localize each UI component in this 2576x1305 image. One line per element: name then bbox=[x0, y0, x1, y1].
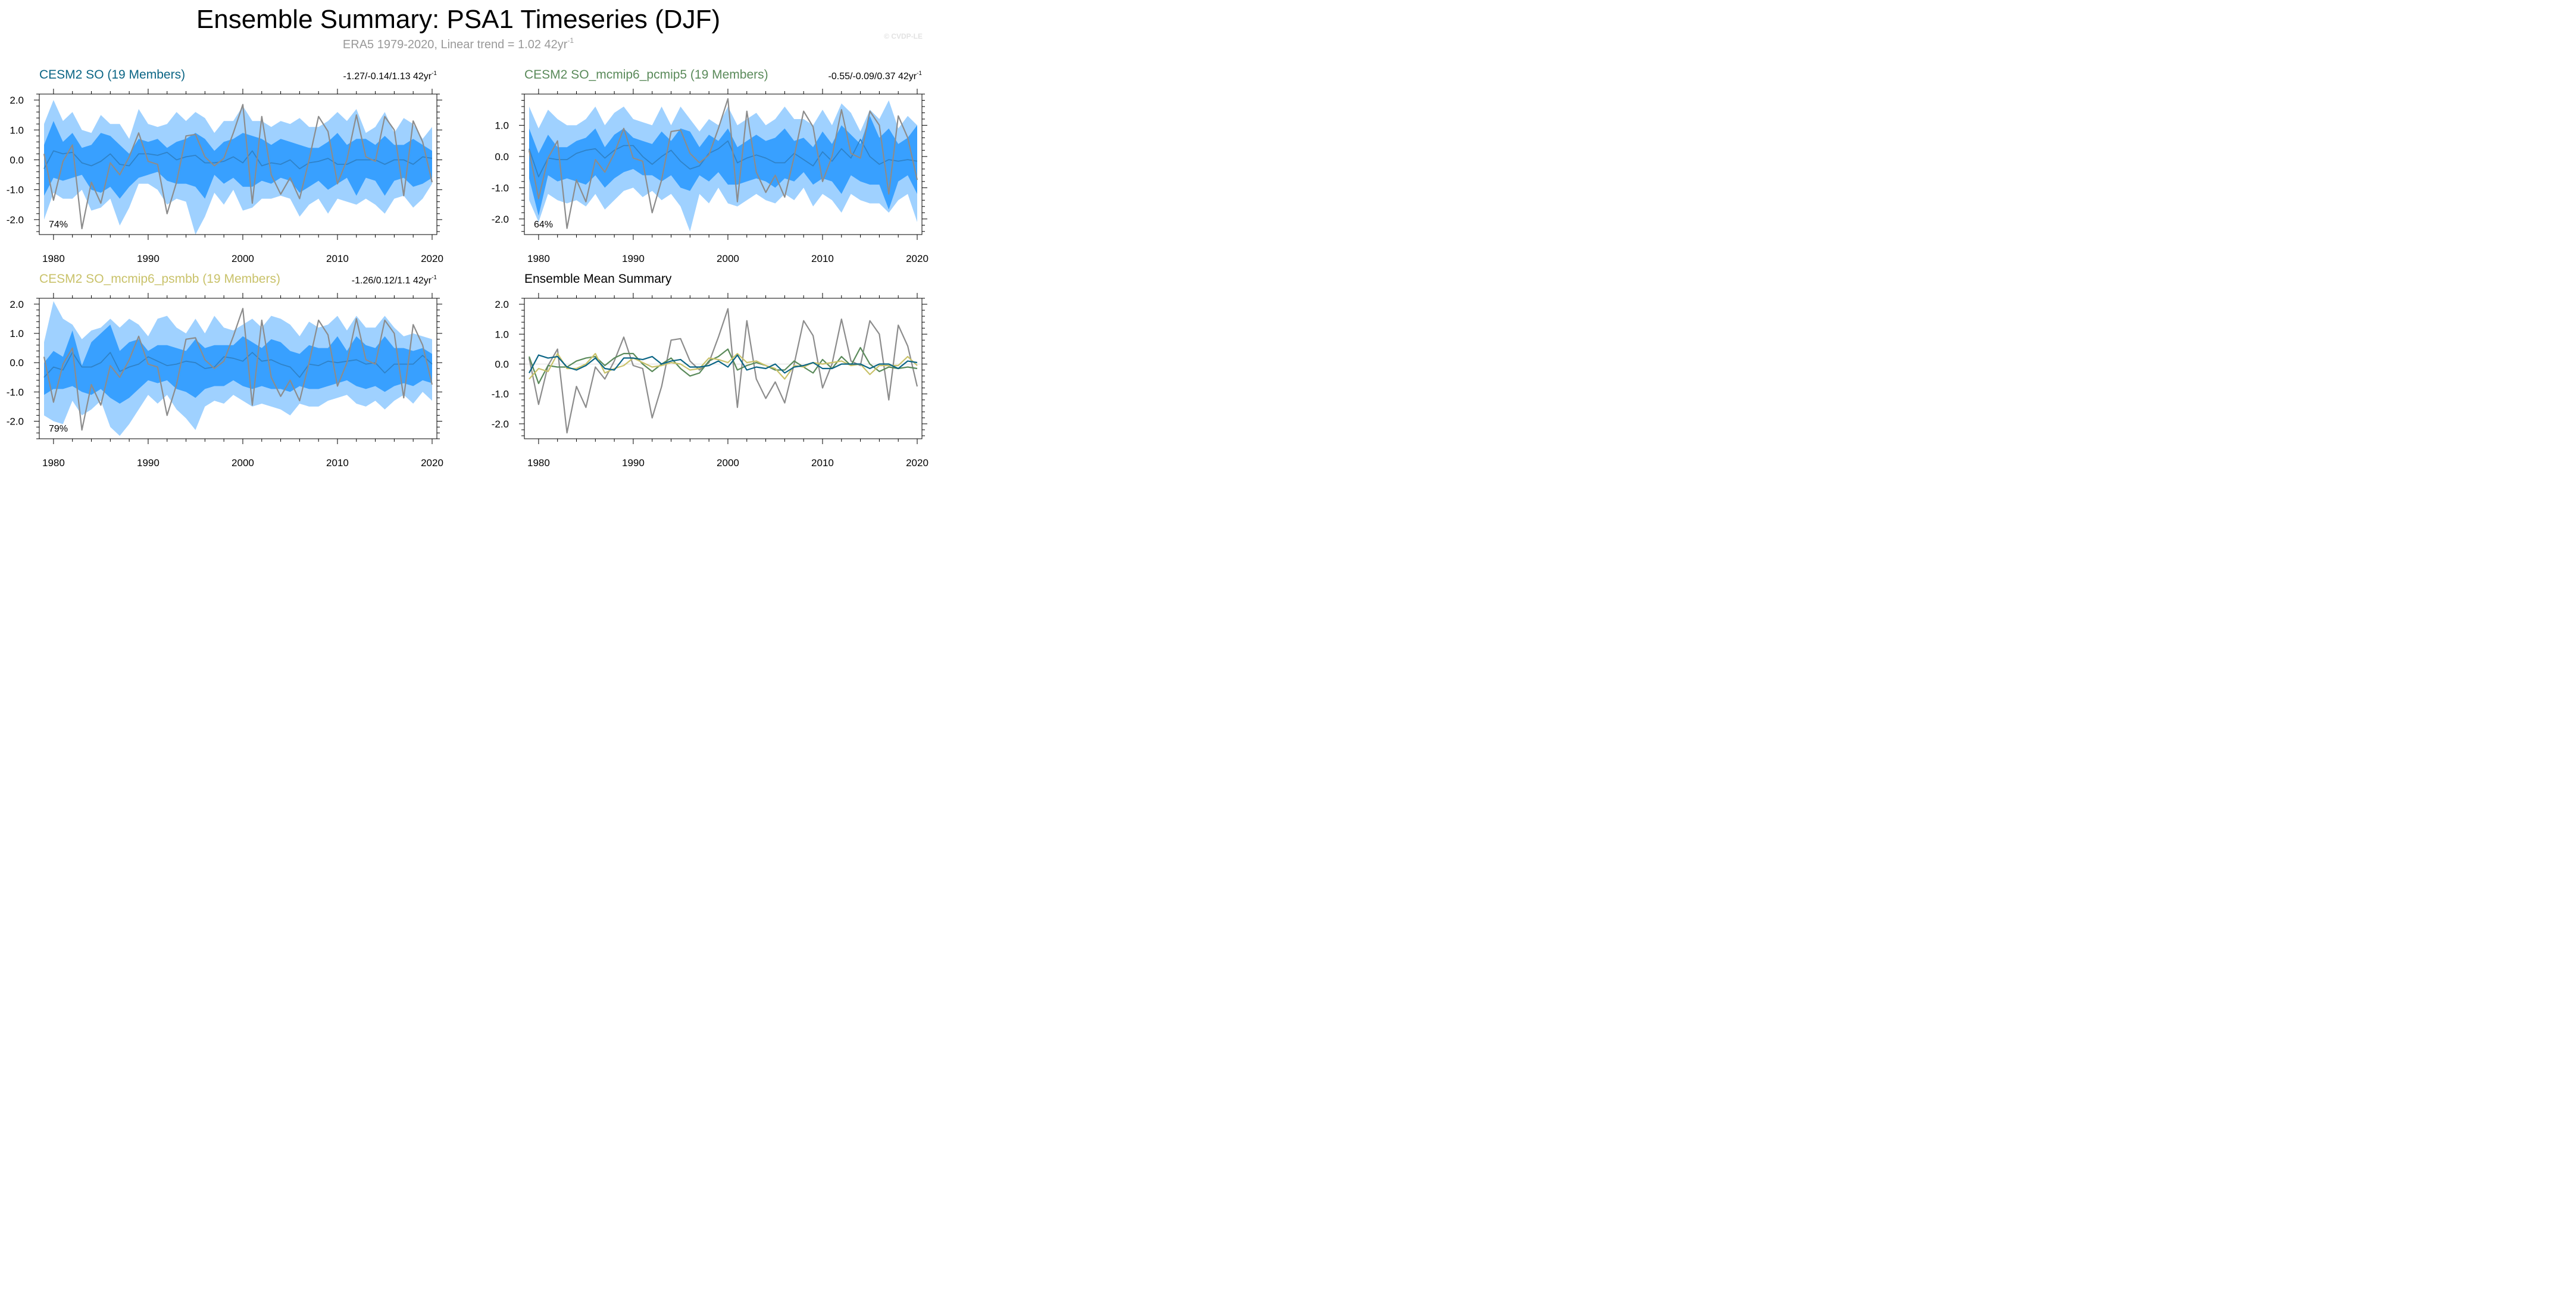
y-tick-label: -1.0 bbox=[492, 182, 509, 193]
x-tick-label: 2020 bbox=[421, 457, 443, 469]
x-tick-label: 2000 bbox=[232, 457, 254, 469]
observed-era5-line bbox=[528, 98, 918, 229]
y-tick-label: -2.0 bbox=[492, 419, 509, 430]
y-tick-label: 0.0 bbox=[495, 358, 509, 370]
y-tick-label: -2.0 bbox=[7, 214, 24, 226]
percent-label: 79% bbox=[49, 424, 68, 434]
y-tick-label: 1.0 bbox=[10, 328, 24, 339]
x-tick-label: 2000 bbox=[232, 253, 254, 264]
panels: 2.0 1.0 0.0 -1.0 -2.0 1980 1990 2000 2010 2020 CES… bbox=[7, 68, 929, 469]
panel-title: CESM2 SO (19 Members) bbox=[39, 68, 185, 82]
x-tick-label: 1980 bbox=[527, 457, 550, 469]
trend-label-main: -1.27/-0.14/1.13 42yr bbox=[343, 71, 432, 82]
y-tick-label: -2.0 bbox=[492, 214, 509, 225]
panel-title: Ensemble Mean Summary bbox=[524, 272, 672, 286]
series-line-2 bbox=[529, 352, 918, 380]
observed-era5-line bbox=[43, 308, 433, 431]
x-tick-label: 2010 bbox=[811, 253, 834, 264]
panel-summary: 2.0 1.0 0.0 -1.0 -2.0 1980 1990 2000 2010 2020 Ens… bbox=[492, 272, 929, 469]
y-tick-label: -1.0 bbox=[7, 386, 24, 398]
x-tick-label: 2000 bbox=[717, 253, 739, 264]
y-tick-label: -1.0 bbox=[492, 389, 509, 400]
y-tick-label: 0.0 bbox=[495, 151, 509, 163]
panel-title: CESM2 SO_mcmip6_pcmip5 (19 Members) bbox=[524, 68, 768, 82]
y-tick-label: 1.0 bbox=[495, 329, 509, 340]
trend-label-sup: -1 bbox=[917, 70, 922, 77]
x-tick-label: 1990 bbox=[137, 457, 160, 469]
y-tick-label: -1.0 bbox=[7, 185, 24, 196]
series-line-3 bbox=[529, 354, 918, 374]
trend-label: -1.27/-0.14/1.13 42yr-1 bbox=[343, 70, 437, 82]
inner-range-band bbox=[529, 115, 917, 216]
observed-era5-line bbox=[43, 104, 433, 230]
panel-so: 2.0 1.0 0.0 -1.0 -2.0 1980 1990 2000 2010 2020 CES… bbox=[7, 68, 443, 264]
x-tick-label: 2010 bbox=[326, 457, 349, 469]
percent-label: 74% bbox=[49, 220, 68, 230]
y-tick-label: 2.0 bbox=[10, 299, 24, 310]
y-tick-label: 0.0 bbox=[10, 154, 24, 166]
x-tick-label: 1980 bbox=[527, 253, 550, 264]
x-tick-label: 2010 bbox=[326, 253, 349, 264]
x-tick-label: 2020 bbox=[421, 253, 443, 264]
figure-canvas: Ensemble Summary: PSA1 Timeseries (DJF) … bbox=[7, 5, 929, 469]
trend-label-sup: -1 bbox=[432, 274, 437, 281]
figure: Ensemble Summary: PSA1 Timeseries (DJF) … bbox=[0, 0, 933, 473]
x-tick-label: 1980 bbox=[42, 253, 65, 264]
trend-label-sup: -1 bbox=[432, 70, 437, 77]
ensemble-mean-line bbox=[43, 150, 433, 170]
series-line-1 bbox=[528, 346, 918, 385]
subtitle-sup: -1 bbox=[567, 36, 574, 45]
y-tick-label: 2.0 bbox=[10, 95, 24, 106]
trend-label: -1.26/0.12/1.1 42yr-1 bbox=[352, 274, 437, 286]
x-tick-label: 2010 bbox=[811, 457, 834, 469]
x-tick-label: 2020 bbox=[906, 457, 929, 469]
plot-frame bbox=[524, 93, 923, 235]
x-tick-label: 2000 bbox=[717, 457, 739, 469]
ensemble-mean-line bbox=[43, 352, 433, 378]
figure-subtitle: ERA5 1979-2020, Linear trend = 1.02 42yr… bbox=[343, 36, 574, 51]
percent-label: 64% bbox=[534, 220, 553, 230]
trend-label: -0.55/-0.09/0.37 42yr-1 bbox=[829, 70, 923, 82]
plot-frame bbox=[524, 298, 923, 439]
y-tick-label: 0.0 bbox=[10, 357, 24, 369]
y-tick-label: 1.0 bbox=[495, 120, 509, 131]
plot-frame bbox=[39, 93, 437, 235]
plot-area bbox=[528, 98, 918, 232]
x-tick-label: 2020 bbox=[906, 253, 929, 264]
y-tick-label: 2.0 bbox=[495, 299, 509, 310]
trend-label-main: -0.55/-0.09/0.37 42yr bbox=[829, 71, 917, 82]
plot-area bbox=[43, 100, 433, 235]
plot-area bbox=[524, 308, 922, 434]
trend-label-main: -1.26/0.12/1.1 42yr bbox=[352, 276, 432, 286]
y-tick-label: 1.0 bbox=[10, 124, 24, 136]
figure-title: Ensemble Summary: PSA1 Timeseries (DJF) bbox=[196, 5, 720, 34]
y-tick-label: -2.0 bbox=[7, 416, 24, 427]
series-line-0 bbox=[528, 308, 918, 434]
plot-area bbox=[43, 301, 433, 436]
panel-pcmip5: 1.0 0.0 -1.0 -2.0 1980 1990 2000 2010 2020 CESM2 … bbox=[492, 68, 929, 264]
panel-title: CESM2 SO_mcmip6_psmbb (19 Members) bbox=[39, 272, 280, 286]
ensemble-mean-line bbox=[529, 139, 918, 177]
x-tick-label: 1990 bbox=[137, 253, 160, 264]
watermark: © CVDP-LE bbox=[884, 32, 923, 40]
subtitle-main: ERA5 1979-2020, Linear trend = 1.02 42yr bbox=[343, 38, 568, 51]
x-tick-label: 1990 bbox=[622, 253, 645, 264]
x-tick-label: 1990 bbox=[622, 457, 645, 469]
x-tick-label: 1980 bbox=[42, 457, 65, 469]
panel-psmbb: 2.0 1.0 0.0 -1.0 -2.0 1980 1990 2000 2010 2020 CES… bbox=[7, 272, 443, 469]
